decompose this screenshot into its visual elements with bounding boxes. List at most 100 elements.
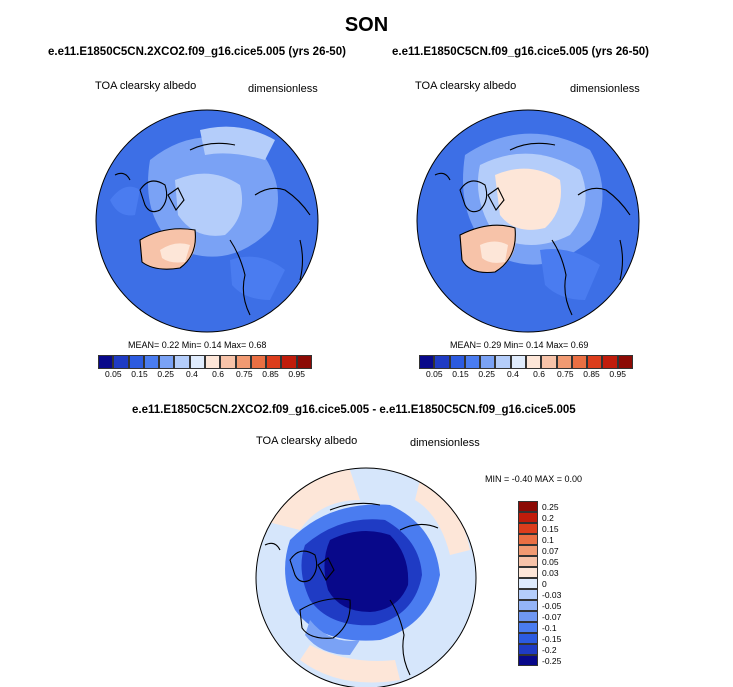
colorbar-swatch bbox=[518, 534, 538, 545]
colorbar-tick-label: 0.75 bbox=[236, 369, 253, 379]
colorbar-tick-label: 0.25 bbox=[542, 501, 559, 512]
colorbar-swatch bbox=[587, 355, 603, 369]
colorbar-swatch bbox=[518, 523, 538, 534]
left-colorbar-ticks: 0.05 0.15 0.25 0.4 0.6 0.75 0.85 0.95 bbox=[98, 369, 312, 381]
diff-polar-map bbox=[256, 468, 476, 687]
colorbar-tick-label: 0.25 bbox=[157, 369, 174, 379]
left-units-label: dimensionless bbox=[248, 83, 318, 95]
colorbar-swatch bbox=[113, 355, 129, 369]
colorbar-tick-label: 0.95 bbox=[609, 369, 626, 379]
colorbar-tick-label: 0.4 bbox=[506, 369, 519, 379]
colorbar-swatch bbox=[174, 355, 190, 369]
colorbar-swatch bbox=[281, 355, 297, 369]
colorbar-swatch bbox=[571, 355, 588, 369]
colorbar-swatch bbox=[518, 567, 538, 578]
left-variable-label: TOA clearsky albedo bbox=[95, 80, 197, 92]
colorbar-swatch bbox=[220, 355, 236, 369]
colorbar-tick-label: 0.1 bbox=[542, 534, 554, 545]
diff-colorbar-swatches bbox=[518, 501, 538, 666]
colorbar-swatch bbox=[617, 355, 633, 369]
right-colorbar-ticks: 0.05 0.15 0.25 0.4 0.6 0.75 0.85 0.95 bbox=[419, 369, 633, 381]
colorbar-swatch bbox=[296, 355, 312, 369]
colorbar-tick-label: -0.07 bbox=[542, 611, 562, 622]
colorbar-swatch bbox=[128, 355, 144, 369]
right-variable-label: TOA clearsky albedo bbox=[415, 80, 517, 92]
colorbar-tick-label: 0.03 bbox=[542, 567, 559, 578]
colorbar-swatch bbox=[518, 644, 538, 655]
right-units-label: dimensionless bbox=[570, 83, 640, 95]
colorbar-swatch bbox=[518, 589, 538, 600]
left-stats: MEAN= 0.22 Min= 0.14 Max= 0.68 bbox=[128, 340, 267, 350]
colorbar-swatch bbox=[518, 501, 538, 512]
diff-variable-label: TOA clearsky albedo bbox=[256, 435, 358, 447]
colorbar-swatch bbox=[266, 355, 282, 369]
right-stats: MEAN= 0.29 Min= 0.14 Max= 0.69 bbox=[450, 340, 589, 350]
colorbar-tick-label: 0.85 bbox=[583, 369, 600, 379]
colorbar-tick-label: 0.6 bbox=[212, 369, 225, 379]
colorbar-swatch bbox=[235, 355, 251, 369]
colorbar-swatch bbox=[204, 355, 221, 369]
diff-colorbar bbox=[518, 501, 538, 666]
diff-case-title: e.e11.E1850C5CN.2XCO2.f09_g16.cice5.005 … bbox=[132, 404, 576, 416]
colorbar-tick-label: 0.15 bbox=[452, 369, 469, 379]
colorbar-swatch bbox=[143, 355, 160, 369]
colorbar-tick-label: 0.2 bbox=[542, 512, 554, 523]
diff-units-label: dimensionless bbox=[410, 437, 480, 449]
colorbar-swatch bbox=[518, 578, 538, 589]
right-polar-map bbox=[417, 110, 639, 332]
colorbar-swatch bbox=[464, 355, 481, 369]
colorbar-swatch bbox=[518, 611, 538, 622]
colorbar-tick-label: 0.05 bbox=[426, 369, 443, 379]
colorbar-tick-label: -0.15 bbox=[542, 633, 562, 644]
colorbar-swatch bbox=[518, 556, 538, 567]
colorbar-swatch bbox=[556, 355, 572, 369]
left-colorbar-swatches bbox=[98, 355, 312, 369]
colorbar-tick-label: 0.07 bbox=[542, 545, 559, 556]
colorbar-swatch bbox=[495, 355, 511, 369]
season-title: SON bbox=[344, 14, 389, 36]
colorbar-swatch bbox=[510, 355, 526, 369]
colorbar-swatch bbox=[518, 545, 538, 556]
colorbar-tick-label: 0.75 bbox=[557, 369, 574, 379]
left-colorbar: 0.05 0.15 0.25 0.4 0.6 0.75 0.85 0.95 bbox=[98, 355, 312, 381]
colorbar-tick-label: 0.15 bbox=[542, 523, 559, 534]
right-colorbar: 0.05 0.15 0.25 0.4 0.6 0.75 0.85 0.95 bbox=[419, 355, 633, 381]
colorbar-tick-label: 0.95 bbox=[288, 369, 305, 379]
colorbar-swatch bbox=[189, 355, 205, 369]
colorbar-swatch bbox=[419, 355, 435, 369]
colorbar-tick-label: 0.15 bbox=[131, 369, 148, 379]
colorbar-tick-label: 0.05 bbox=[542, 556, 559, 567]
colorbar-swatch bbox=[518, 600, 538, 611]
colorbar-swatch bbox=[541, 355, 557, 369]
colorbar-tick-label: -0.03 bbox=[542, 589, 562, 600]
diff-stats: MIN = -0.40 MAX = 0.00 bbox=[485, 474, 583, 484]
colorbar-swatch bbox=[98, 355, 114, 369]
colorbar-tick-label: -0.25 bbox=[542, 655, 562, 666]
right-colorbar-swatches bbox=[419, 355, 633, 369]
colorbar-tick-label: 0.85 bbox=[262, 369, 279, 379]
colorbar-swatch bbox=[602, 355, 618, 369]
colorbar-tick-label: 0.4 bbox=[185, 369, 198, 379]
colorbar-swatch bbox=[250, 355, 267, 369]
colorbar-swatch bbox=[480, 355, 496, 369]
colorbar-swatch bbox=[518, 633, 538, 644]
colorbar-tick-label: 0.05 bbox=[105, 369, 122, 379]
colorbar-swatch bbox=[525, 355, 542, 369]
colorbar-tick-label: -0.05 bbox=[542, 600, 562, 611]
right-case-title: e.e11.E1850C5CN.f09_g16.cice5.005 (yrs 2… bbox=[392, 46, 650, 58]
diff-colorbar-ticks: 0.25 0.2 0.15 0.1 0.07 0.05 0.03 0 -0.03 -0.05 -0.… bbox=[542, 501, 582, 666]
colorbar-tick-label: 0.25 bbox=[478, 369, 495, 379]
colorbar-swatch bbox=[159, 355, 175, 369]
colorbar-tick-label: -0.1 bbox=[542, 622, 557, 633]
left-polar-map bbox=[96, 110, 318, 332]
colorbar-tick-label: 0 bbox=[542, 578, 547, 589]
left-case-title: e.e11.E1850C5CN.2XCO2.f09_g16.cice5.005 … bbox=[48, 46, 346, 58]
colorbar-swatch bbox=[449, 355, 465, 369]
colorbar-swatch bbox=[518, 512, 538, 523]
colorbar-tick-label: 0.6 bbox=[533, 369, 546, 379]
colorbar-swatch bbox=[518, 655, 538, 666]
colorbar-swatch bbox=[518, 622, 538, 633]
colorbar-tick-label: -0.2 bbox=[542, 644, 557, 655]
colorbar-swatch bbox=[434, 355, 450, 369]
